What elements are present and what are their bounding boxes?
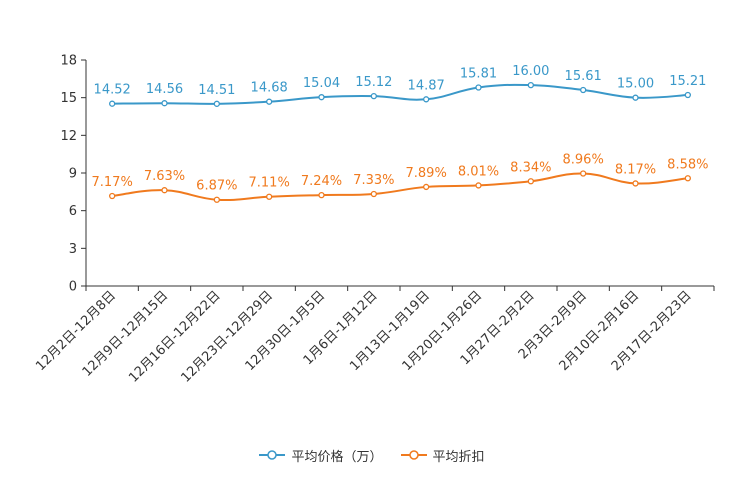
legend-label-avg-discount: 平均折扣 [432, 449, 485, 465]
data-label-avg-price: 15.21 [669, 74, 706, 89]
data-point-avg-discount[interactable] [318, 191, 325, 199]
x-tick-label: 12月16日-12月22日 [126, 288, 223, 385]
data-point-avg-price[interactable] [580, 86, 587, 94]
series-line-avg-discount [112, 172, 688, 202]
data-label-avg-discount: 7.89% [406, 166, 447, 181]
data-point-avg-discount[interactable] [423, 183, 430, 191]
y-tick-label: 0 [69, 280, 77, 295]
legend-marker-avg-discount-icon [400, 450, 427, 460]
data-point-avg-price[interactable] [266, 98, 273, 105]
chart-legend: 平均价格（万） 平均折扣 [0, 444, 744, 466]
data-point-avg-discount[interactable] [527, 178, 534, 185]
data-label-avg-price: 15.04 [303, 76, 340, 91]
series-line-avg-price [112, 83, 688, 105]
data-label-avg-price: 15.00 [617, 77, 654, 92]
data-point-avg-discount[interactable] [580, 170, 587, 177]
y-tick-label: 18 [60, 54, 77, 69]
y-tick-label: 12 [60, 129, 77, 144]
data-point-avg-price[interactable] [213, 100, 220, 107]
data-label-avg-discount: 8.01% [458, 164, 499, 179]
data-point-avg-discount[interactable] [109, 192, 116, 200]
y-tick-label: 15 [60, 91, 77, 106]
data-label-avg-discount: 8.58% [667, 157, 708, 172]
data-point-avg-price[interactable] [318, 94, 325, 101]
y-tick-label: 3 [69, 242, 77, 257]
y-tick-label: 9 [69, 167, 77, 182]
data-point-avg-price[interactable] [109, 100, 116, 107]
data-label-avg-discount: 7.11% [249, 176, 290, 191]
legend-item-avg-discount[interactable]: 平均折扣 [400, 446, 485, 465]
line-chart: 036912151812月2日-12月8日12月9日-12月15日12月16日-… [33, 54, 715, 386]
data-point-avg-discount[interactable] [475, 182, 482, 189]
data-label-avg-discount: 8.96% [563, 153, 604, 168]
data-label-avg-price: 14.68 [251, 81, 288, 96]
data-label-avg-discount: 8.34% [510, 160, 551, 175]
data-point-avg-discount[interactable] [370, 190, 377, 198]
data-label-avg-price: 15.12 [355, 75, 392, 90]
data-label-avg-discount: 7.33% [353, 173, 394, 188]
data-point-avg-discount[interactable] [632, 180, 639, 187]
data-label-avg-price: 14.87 [408, 78, 445, 93]
data-label-avg-price: 15.81 [460, 66, 497, 81]
data-point-avg-discount[interactable] [213, 196, 220, 203]
data-label-avg-price: 14.52 [94, 83, 131, 98]
data-point-avg-price[interactable] [161, 100, 168, 107]
data-point-avg-price[interactable] [684, 91, 691, 99]
data-label-avg-discount: 7.24% [301, 174, 342, 189]
data-point-avg-discount[interactable] [684, 175, 691, 182]
data-point-avg-discount[interactable] [266, 193, 273, 200]
data-label-avg-price: 16.00 [512, 64, 549, 79]
data-point-avg-price[interactable] [370, 93, 377, 100]
data-point-avg-price[interactable] [527, 81, 534, 89]
data-point-avg-price[interactable] [475, 84, 482, 91]
data-label-avg-price: 15.61 [565, 69, 602, 84]
data-label-avg-discount: 7.63% [144, 169, 185, 184]
legend-label-avg-price: 平均价格（万） [291, 449, 383, 465]
legend-marker-avg-price-icon [259, 450, 286, 460]
data-label-avg-discount: 6.87% [196, 179, 237, 194]
x-tick-label: 12月23日-12月29日 [179, 288, 276, 385]
data-point-avg-discount[interactable] [161, 187, 168, 194]
legend-item-avg-price[interactable]: 平均价格（万） [259, 446, 383, 465]
data-label-avg-discount: 7.17% [92, 175, 133, 190]
data-label-avg-price: 14.56 [146, 82, 183, 97]
y-tick-label: 6 [69, 204, 77, 219]
data-label-avg-price: 14.51 [198, 83, 235, 98]
data-point-avg-price[interactable] [632, 94, 639, 101]
data-label-avg-discount: 8.17% [615, 162, 656, 177]
data-point-avg-price[interactable] [423, 96, 430, 103]
